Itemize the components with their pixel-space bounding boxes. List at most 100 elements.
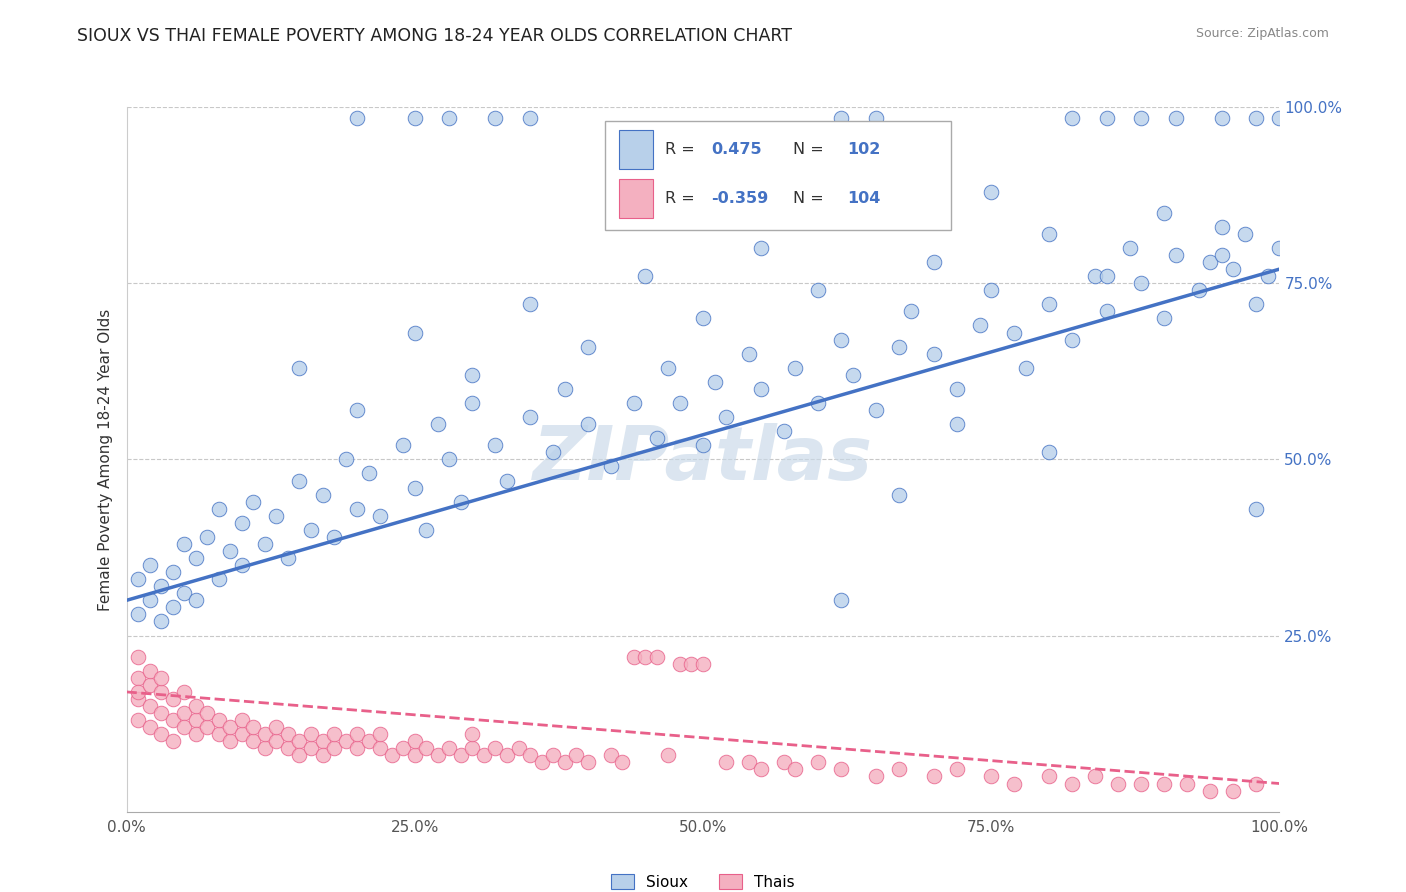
- Point: [323, 530, 346, 544]
- Point: [980, 283, 1002, 297]
- Point: [242, 734, 264, 748]
- Point: [219, 720, 242, 734]
- Point: [692, 311, 714, 326]
- Point: [785, 763, 807, 777]
- Point: [1130, 111, 1153, 125]
- Point: [922, 255, 945, 269]
- Point: [184, 727, 207, 741]
- Point: [277, 551, 299, 566]
- Point: [253, 741, 276, 756]
- Point: [368, 741, 391, 756]
- Point: [1002, 776, 1025, 790]
- Point: [519, 410, 541, 425]
- Point: [404, 326, 426, 340]
- Y-axis label: Female Poverty Among 18-24 Year Olds: Female Poverty Among 18-24 Year Olds: [97, 309, 112, 610]
- Point: [288, 474, 311, 488]
- Text: 104: 104: [846, 191, 880, 206]
- Point: [1038, 297, 1060, 311]
- Point: [426, 748, 449, 763]
- Point: [1015, 360, 1038, 375]
- Point: [208, 713, 231, 727]
- Point: [311, 734, 333, 748]
- Point: [865, 769, 887, 784]
- Point: [195, 706, 218, 720]
- Point: [472, 748, 495, 763]
- Point: [346, 727, 368, 741]
- Point: [554, 382, 576, 396]
- Point: [253, 537, 276, 551]
- Point: [1188, 283, 1211, 297]
- Point: [1233, 227, 1256, 241]
- Point: [612, 756, 634, 770]
- Point: [195, 720, 218, 734]
- Point: [288, 360, 311, 375]
- FancyBboxPatch shape: [605, 121, 950, 230]
- Point: [288, 748, 311, 763]
- Point: [645, 649, 668, 664]
- Point: [150, 727, 173, 741]
- Point: [173, 720, 195, 734]
- Point: [1222, 783, 1244, 797]
- Text: 0.475: 0.475: [711, 142, 762, 157]
- Point: [127, 692, 149, 706]
- Point: [253, 727, 276, 741]
- Point: [184, 551, 207, 566]
- Point: [1038, 227, 1060, 241]
- Point: [922, 769, 945, 784]
- Point: [195, 530, 218, 544]
- Point: [785, 360, 807, 375]
- Point: [634, 649, 657, 664]
- Point: [392, 741, 415, 756]
- Point: [865, 403, 887, 417]
- Point: [173, 706, 195, 720]
- Point: [1268, 241, 1291, 255]
- Point: [219, 734, 242, 748]
- Point: [807, 396, 830, 410]
- Point: [484, 741, 506, 756]
- Point: [208, 727, 231, 741]
- Point: [404, 734, 426, 748]
- Point: [1164, 248, 1187, 262]
- Point: [980, 769, 1002, 784]
- Point: [242, 720, 264, 734]
- Point: [150, 706, 173, 720]
- Point: [231, 713, 253, 727]
- Point: [357, 734, 380, 748]
- Point: [266, 734, 288, 748]
- Point: [138, 593, 160, 607]
- Point: [519, 111, 541, 125]
- Point: [1222, 262, 1244, 277]
- Point: [484, 438, 506, 452]
- Point: [1060, 776, 1083, 790]
- Point: [530, 756, 553, 770]
- Point: [127, 713, 149, 727]
- Point: [1130, 277, 1153, 291]
- Point: [346, 403, 368, 417]
- Point: [830, 333, 852, 347]
- Point: [1060, 111, 1083, 125]
- Point: [392, 438, 415, 452]
- Point: [208, 501, 231, 516]
- Point: [173, 537, 195, 551]
- Point: [738, 346, 761, 360]
- Point: [669, 396, 692, 410]
- Text: R =: R =: [665, 142, 704, 157]
- Point: [381, 748, 404, 763]
- Bar: [619, 130, 654, 169]
- Point: [749, 241, 772, 255]
- Point: [404, 481, 426, 495]
- Point: [1246, 776, 1268, 790]
- Point: [439, 452, 461, 467]
- Point: [645, 431, 668, 445]
- Point: [657, 748, 679, 763]
- Point: [368, 727, 391, 741]
- Point: [703, 375, 725, 389]
- Point: [576, 756, 599, 770]
- Point: [461, 396, 484, 410]
- Point: [554, 756, 576, 770]
- Point: [519, 297, 541, 311]
- Point: [887, 487, 910, 501]
- Point: [162, 734, 184, 748]
- Point: [439, 741, 461, 756]
- Point: [242, 494, 264, 508]
